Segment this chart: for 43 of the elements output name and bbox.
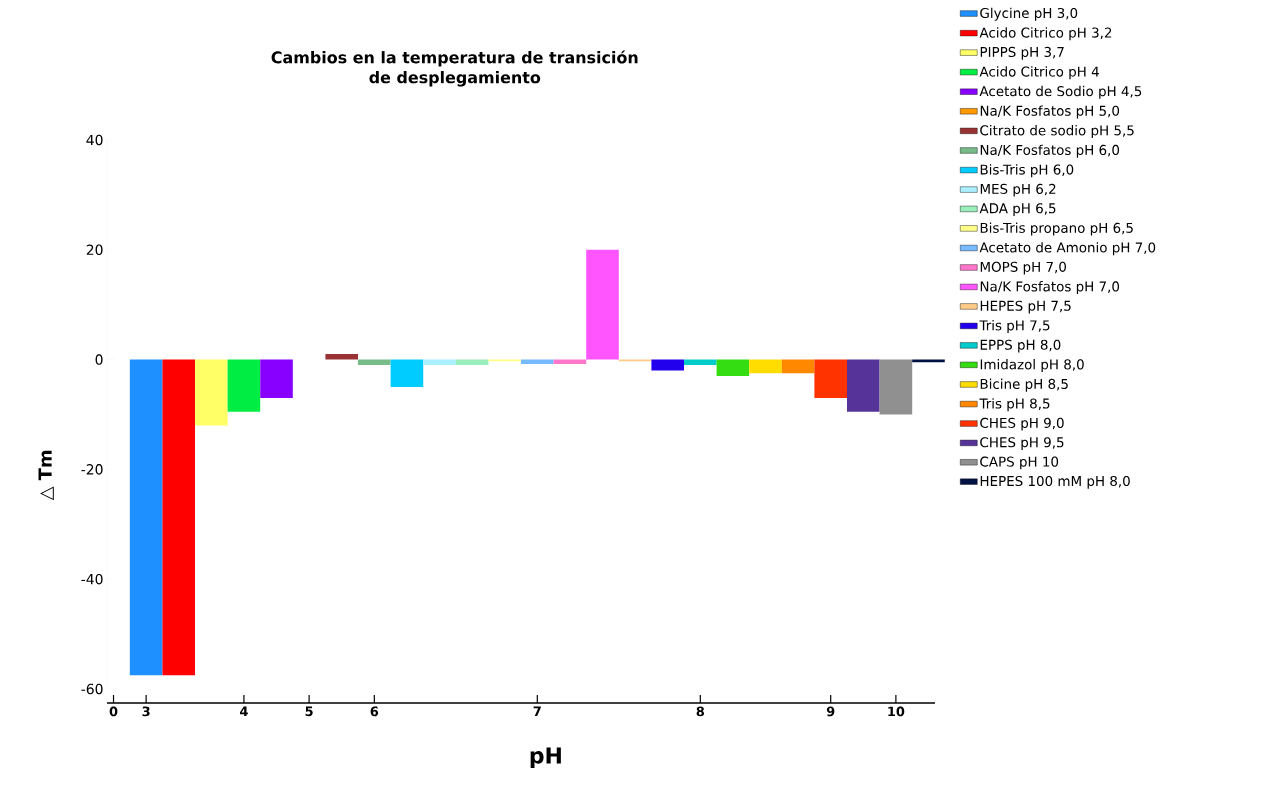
x-tick-label: 4 (240, 706, 248, 716)
legend-label: HEPES 100 mM pH 8,0 (980, 475, 1130, 489)
y-tick-label: 40 (86, 134, 103, 146)
legend-label: Na/K Fosfatos pH 5,0 (980, 105, 1120, 119)
legend-label: Imidazol pH 8,0 (980, 359, 1084, 373)
y-tick-label: -40 (81, 573, 103, 585)
legend-label: MES pH 6,2 (980, 183, 1056, 197)
y-tick-label: -20 (81, 464, 103, 475)
x-axis-title: pH (530, 747, 561, 768)
x-tick-label: 6 (370, 706, 379, 717)
legend-label: Acetato de Sodio pH 4,5 (979, 85, 1142, 99)
legend-label: Glycine pH 3,0 (980, 7, 1078, 21)
legend-label: HEPES pH 7,5 (980, 300, 1071, 314)
legend-label: CHES pH 9,5 (980, 437, 1064, 450)
legend-label: CAPS pH 10 (980, 456, 1059, 470)
x-tick-label: 5 (305, 706, 313, 717)
y-tick-label: 20 (86, 244, 103, 256)
legend-label: Bis-Tris pH 6,0 (980, 164, 1074, 178)
x-tick-label: 9 (826, 706, 835, 717)
x-tick-label: 3 (142, 706, 150, 717)
y-axis-title: △ Tm (38, 450, 54, 501)
legend-label: CHES pH 9,0 (980, 417, 1064, 431)
legend-label: Acido Citrico pH 3,2 (979, 27, 1112, 41)
legend-label: EPPS pH 8,0 (980, 339, 1061, 353)
chart-title: Cambios en la temperatura de transición de desplegamiento (271, 50, 638, 87)
legend-label: Bicine pH 8,5 (980, 378, 1068, 392)
legend-label: Acetato de Amonio pH 7,0 (979, 242, 1156, 256)
legend-label: Na/K Fosfatos pH 7,0 (980, 281, 1120, 295)
legend-label: Citrato de sodio pH 5,5 (980, 125, 1134, 139)
legend-label: ADA pH 6,5 (979, 203, 1056, 216)
legend-label: Tris pH 8,5 (979, 398, 1050, 412)
legend-label: Tris pH 7,5 (979, 320, 1050, 334)
legend-label: Na/K Fosfatos pH 6,0 (980, 144, 1120, 158)
legend-label: Bis-Tris propano pH 6,5 (980, 222, 1133, 236)
legend-label: MOPS pH 7,0 (980, 261, 1066, 275)
legend-label: PIPPS pH 3,7 (980, 46, 1064, 60)
y-tick-label: 0 (95, 354, 103, 365)
legend-label: Acido Citrico pH 4 (979, 66, 1099, 80)
x-tick-label: 10 (888, 706, 905, 717)
x-tick-label: 0 (109, 706, 118, 717)
x-tick-label: 7 (533, 706, 541, 716)
y-tick-label: -60 (81, 683, 103, 695)
x-tick-label: 8 (696, 706, 704, 717)
